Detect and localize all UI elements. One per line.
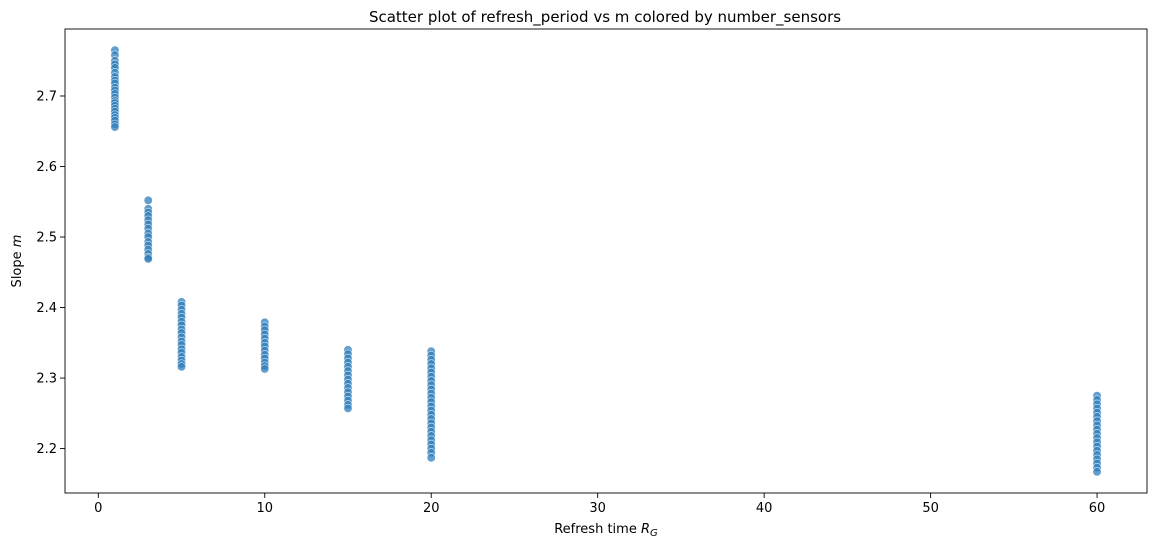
scatter-point [110, 122, 120, 132]
x-tick-label: 20 [423, 501, 440, 516]
scatter-point [1092, 467, 1102, 477]
y-axis-label: Slope m [10, 235, 25, 288]
data-points [110, 45, 1102, 477]
y-tick-label: 2.6 [36, 160, 57, 175]
scatter-point [143, 254, 153, 264]
y-tick-label: 2.4 [36, 301, 57, 316]
y-tick-label: 2.5 [36, 231, 57, 246]
y-tick-label: 2.7 [36, 89, 57, 104]
x-tick-label: 40 [756, 501, 773, 516]
scatter-point [143, 195, 153, 205]
x-tick-label: 60 [1089, 501, 1106, 516]
plot-area [64, 28, 1148, 494]
x-axis-ticks: 0 10 20 30 40 50 60 [94, 493, 1105, 516]
x-tick-label: 0 [94, 501, 102, 516]
x-tick-label: 10 [256, 501, 273, 516]
y-tick-label: 2.2 [36, 442, 57, 457]
plot-frame [64, 28, 1148, 494]
scatter-point [343, 403, 353, 413]
scatter-point [177, 362, 186, 372]
y-tick-label: 2.3 [36, 372, 57, 387]
scatter-point [426, 453, 436, 463]
scatter-point [260, 364, 270, 374]
chart-title: Scatter plot of refresh_period vs m colo… [369, 8, 841, 27]
x-tick-label: 30 [589, 501, 606, 516]
x-tick-label: 50 [922, 501, 939, 516]
y-axis-ticks: 2.2 2.3 2.4 2.5 2.6 2.7 [36, 89, 65, 457]
x-axis-label: Refresh time RG [554, 522, 658, 539]
